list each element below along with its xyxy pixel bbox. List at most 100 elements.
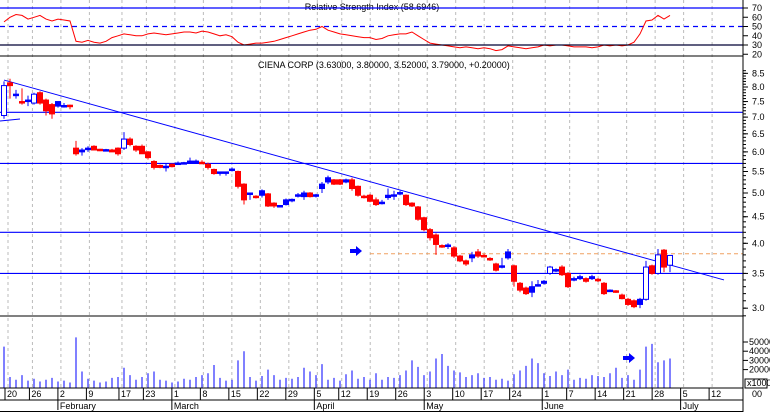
price-tick-label: 3.0 [752, 303, 765, 313]
candle-body [133, 145, 139, 151]
candle [313, 193, 319, 198]
x-tick-label: 20 [7, 389, 17, 399]
x-tick-label: 9 [88, 389, 93, 399]
candle-body [199, 161, 205, 165]
candle [163, 163, 169, 172]
x-tick-label: 5 [683, 389, 688, 399]
price-tick-label: 5.0 [752, 188, 765, 198]
candle [529, 281, 535, 298]
candle-body [409, 202, 415, 207]
candle-body [1, 85, 7, 117]
volume-tick-label: 40000 [749, 346, 770, 356]
candle [451, 246, 457, 258]
price-tick-label: 4.5 [752, 212, 765, 222]
x-tick-label: 26 [398, 389, 408, 399]
candle [475, 249, 481, 258]
candle-body [565, 272, 571, 288]
volume-tick-label: 30000 [749, 355, 770, 365]
candle [343, 178, 349, 184]
x-tick-label: 22 [259, 389, 269, 399]
candle [373, 197, 379, 206]
candle [403, 194, 409, 206]
candle [505, 249, 511, 260]
month-label: June [544, 401, 564, 411]
candle [127, 137, 133, 147]
month-label: February [60, 401, 97, 411]
candle [493, 262, 499, 272]
candle [91, 145, 97, 151]
candle [523, 286, 529, 296]
candle [193, 159, 199, 164]
candle-body [19, 101, 25, 104]
candle [601, 281, 607, 296]
candle [409, 202, 415, 207]
candle-body [385, 194, 391, 199]
candle [7, 78, 13, 99]
candle-body [307, 192, 313, 198]
candle-body [331, 179, 337, 185]
rsi-tick-label: 50 [752, 22, 762, 32]
candle-body [535, 284, 541, 287]
trendline-stub [0, 118, 21, 122]
candle-body [211, 168, 217, 175]
candle-body [259, 190, 265, 196]
candle [565, 272, 571, 289]
candle-body [313, 194, 319, 197]
x-tick-label: 2 [60, 389, 65, 399]
price-tick-label: 7.0 [752, 112, 765, 122]
candle-body [649, 265, 655, 274]
candle [625, 297, 631, 306]
candle-body [163, 165, 169, 169]
x-tick-label: 28 [654, 389, 664, 399]
candle-body [541, 280, 547, 284]
candle-body [637, 298, 643, 305]
x-tick-label: 15 [231, 389, 241, 399]
candle [25, 95, 31, 107]
candle [151, 160, 157, 170]
candle-body [619, 294, 625, 300]
price-tick-label: 4.0 [752, 238, 765, 248]
volume-tick-label: 20000 [749, 365, 770, 375]
price-tick-label: 6.0 [752, 147, 765, 157]
candle-body [325, 177, 331, 183]
candle [553, 268, 559, 273]
candle-body [589, 276, 595, 280]
candle [217, 171, 223, 176]
candle-body [415, 206, 421, 220]
candle [301, 190, 307, 200]
candle [283, 198, 289, 206]
candle [43, 98, 49, 116]
candle-body [49, 104, 55, 115]
candle [433, 233, 439, 255]
candle-body [61, 104, 67, 108]
candle [205, 162, 211, 170]
candle-body [661, 249, 667, 268]
candle [37, 91, 43, 105]
candle-body [79, 149, 85, 153]
price-tick-label: 7.5 [752, 97, 765, 107]
candle [355, 185, 361, 197]
candle [457, 254, 463, 263]
candle-body [361, 195, 367, 199]
candle-body [487, 257, 493, 261]
price-panel: CIENA CORP (3.63000, 3.80000, 3.52000, 3… [0, 60, 743, 309]
candle [397, 190, 403, 196]
candle-body [439, 245, 445, 248]
candle-body [43, 99, 49, 112]
candle-body [187, 160, 193, 164]
volume-tick-label: 50000 [749, 337, 770, 347]
candle [631, 299, 637, 309]
rsi-tick-label: 20 [752, 49, 762, 59]
candle-body [169, 163, 175, 168]
candle-body [175, 162, 181, 166]
candle-body [151, 160, 157, 168]
candle [85, 146, 91, 152]
candle [559, 265, 565, 277]
price-tick-label: 6.5 [752, 129, 765, 139]
candle [73, 140, 79, 156]
candle-body [7, 82, 13, 87]
x-tick-label: 3 [426, 389, 431, 399]
candle-body [193, 160, 199, 164]
candle [109, 148, 115, 153]
volume-unit-suffix: 00 [752, 389, 762, 399]
